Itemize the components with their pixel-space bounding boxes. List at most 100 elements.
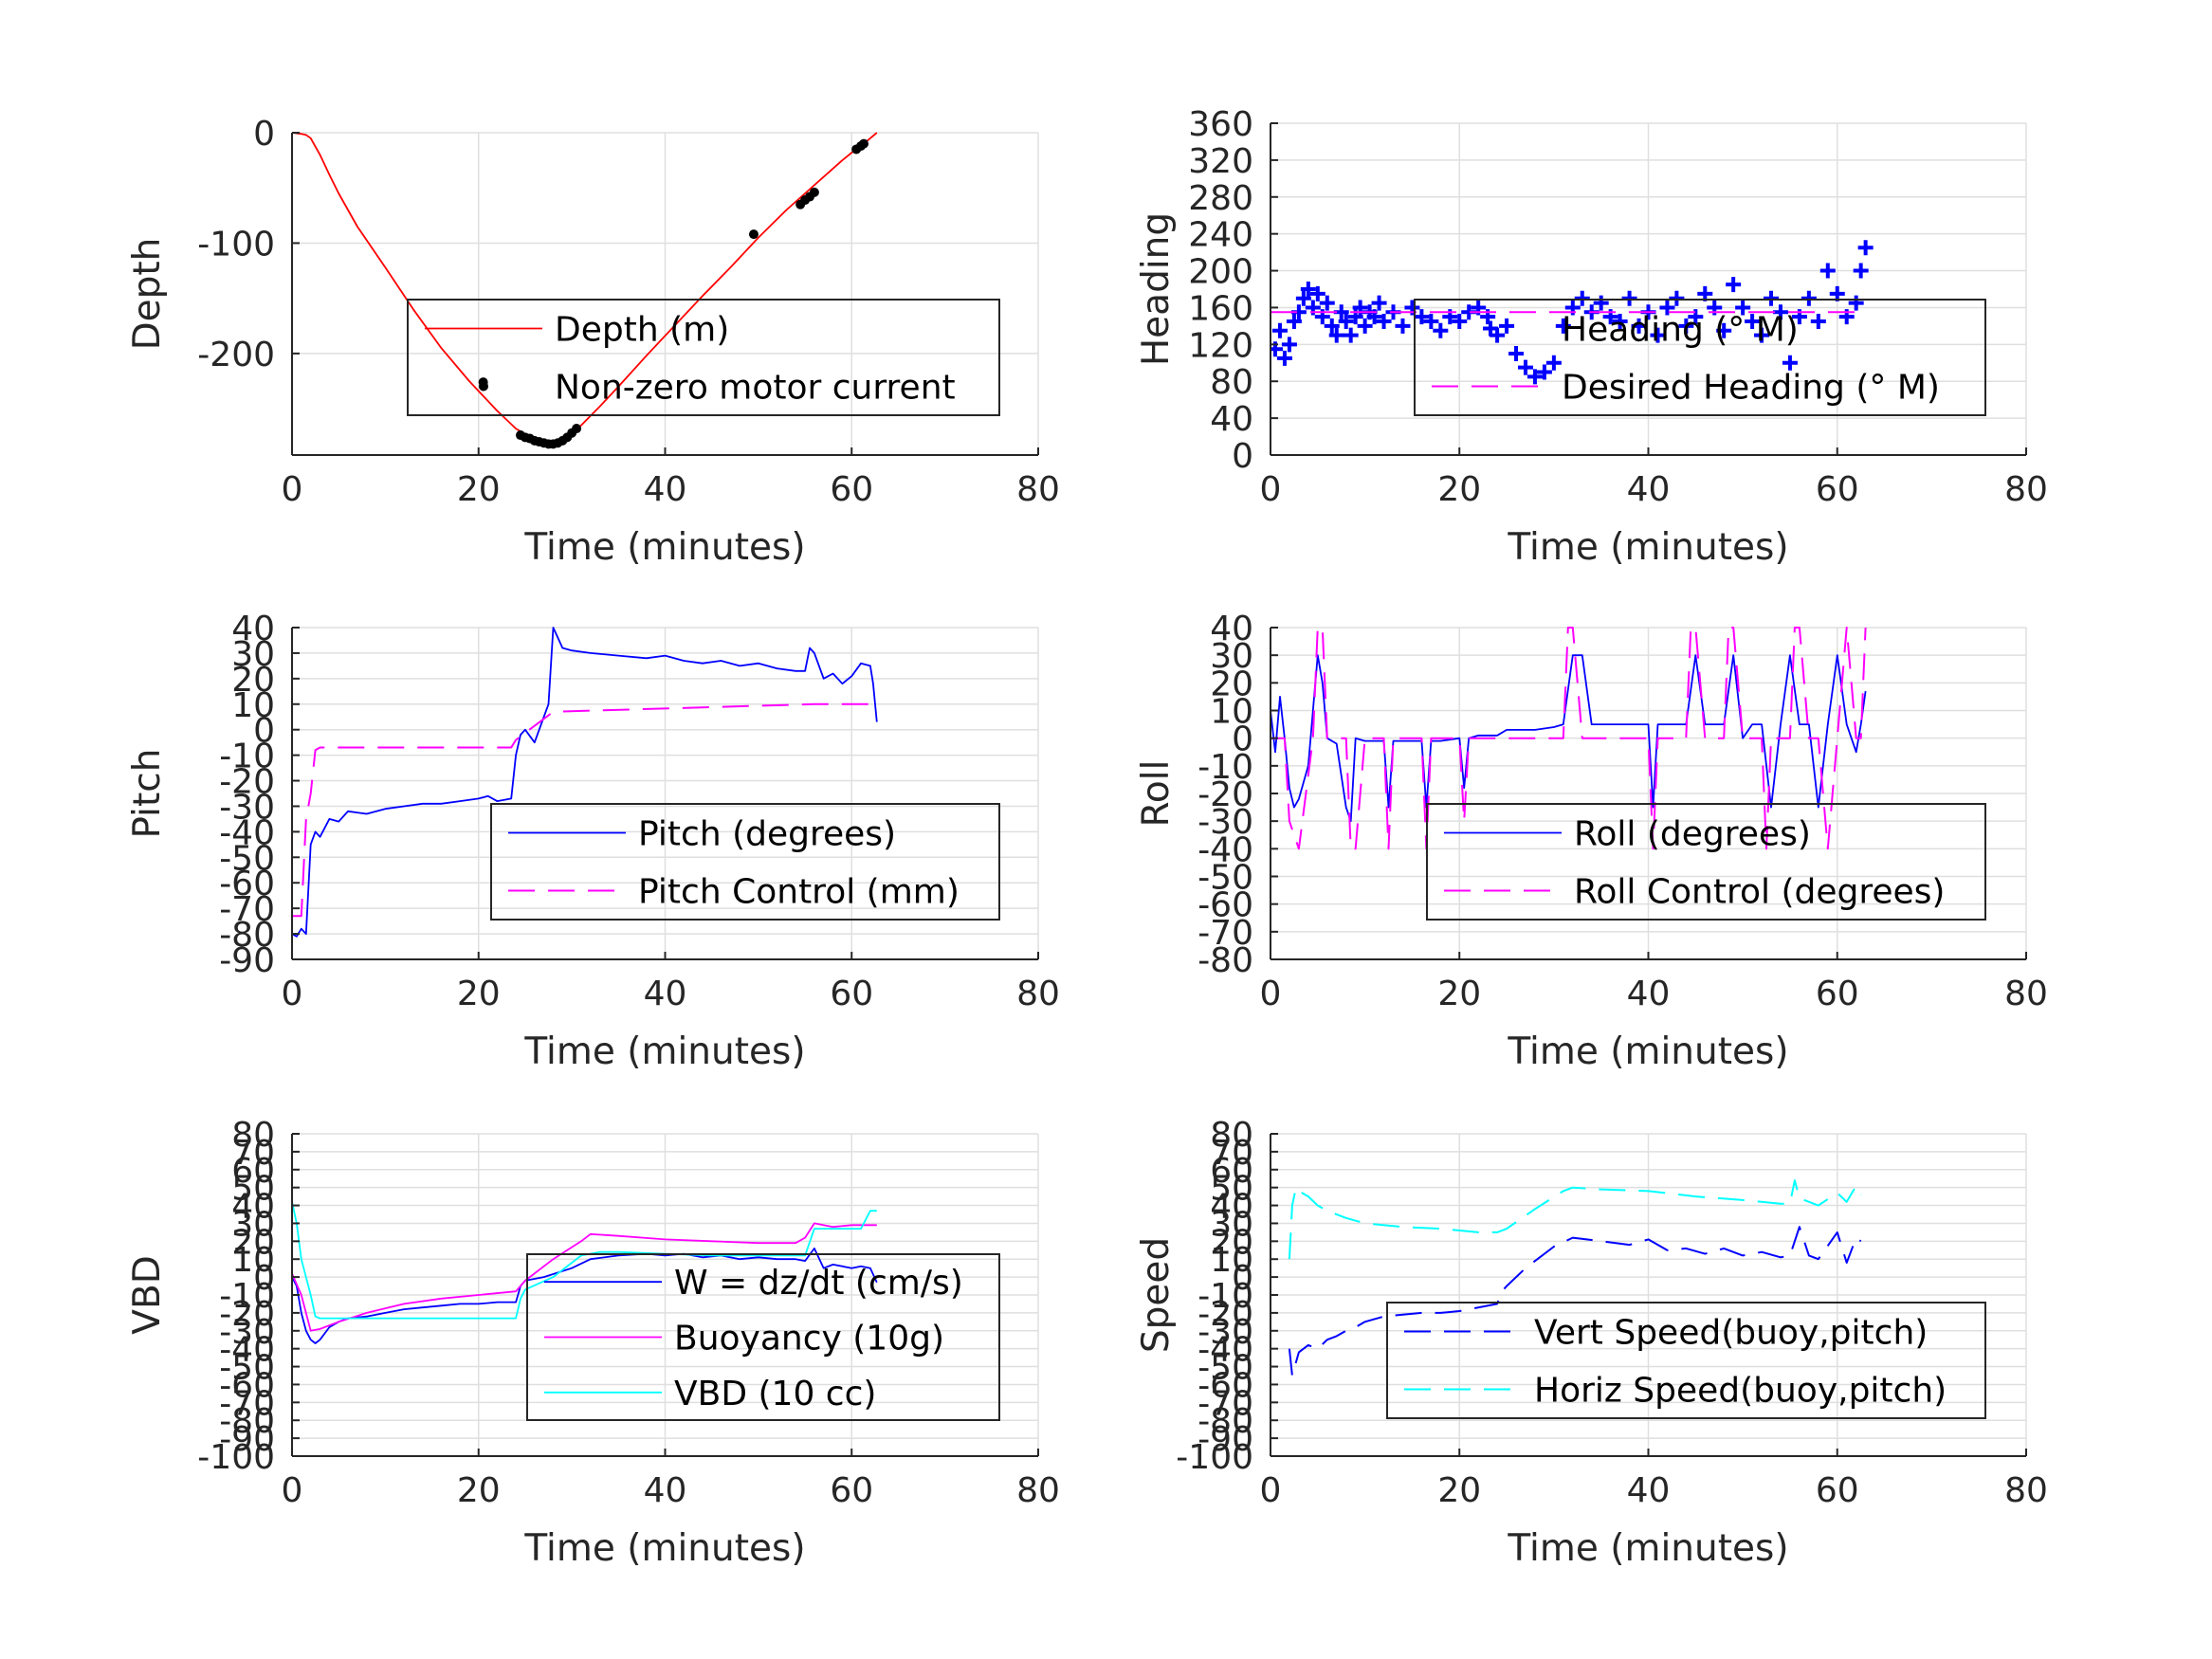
- y-tick-label: 20: [1210, 665, 1253, 703]
- y-tick-label: 30: [231, 1205, 275, 1244]
- series-2-line: [292, 702, 877, 918]
- legend: Vert Speed(buoy,pitch) Horiz Speed(buoy,p…: [1386, 1302, 1986, 1419]
- series-group: [1288, 1179, 1862, 1376]
- legend-box: [490, 803, 1000, 921]
- y-tick-label: -30: [219, 788, 275, 827]
- series-group: [292, 132, 878, 449]
- legend-box: [1414, 299, 1986, 416]
- series-1-line: [292, 1248, 878, 1344]
- legend-box: [1426, 803, 1986, 921]
- series-1-marker: [1343, 327, 1359, 343]
- series-2-point: [748, 229, 759, 240]
- legend-entry-label: Roll (degrees): [1574, 815, 1811, 854]
- x-tick-label: 80: [2004, 975, 2048, 1013]
- series-2-point: [859, 138, 869, 149]
- series-1-marker: [1726, 277, 1742, 293]
- legend: Pitch (degrees) Pitch Control (mm): [490, 803, 1000, 921]
- y-tick-label: -100: [1176, 1438, 1253, 1477]
- legend-entry-label: Horiz Speed(buoy,pitch): [1534, 1372, 1947, 1411]
- series-2-line: [1288, 1179, 1862, 1260]
- y-tick-label: 320: [1188, 142, 1253, 181]
- x-tick-label: 0: [1260, 975, 1282, 1013]
- series-1-marker: [1271, 322, 1288, 338]
- y-tick-label: -30: [219, 1313, 275, 1352]
- legend-entry-label: VBD (10 cc): [674, 1375, 876, 1413]
- y-tick-label: -50: [1197, 1349, 1253, 1388]
- series-1-marker: [1593, 295, 1609, 311]
- y-axis-label: Speed: [1135, 1237, 1178, 1353]
- series-1-marker: [1801, 290, 1817, 306]
- chart-panel-5: 0 20 40 60 8080706050403020100-10-20-30-40-5…: [126, 1116, 1060, 1570]
- y-tick-label: -80: [219, 916, 275, 955]
- series-1-marker: [1517, 359, 1533, 375]
- x-tick-label: 60: [830, 975, 873, 1013]
- y-tick-label: -20: [1197, 775, 1253, 814]
- y-axis-label: Pitch: [126, 749, 169, 839]
- series-group: [1271, 240, 1874, 385]
- series-1-marker: [1536, 364, 1552, 380]
- y-tick-label: -100: [197, 225, 275, 264]
- series-1-marker: [1688, 309, 1704, 325]
- y-tick-label: -40: [219, 1331, 275, 1370]
- series-1-marker: [1433, 322, 1449, 338]
- y-tick-label: -80: [1197, 1402, 1253, 1441]
- series-group: [1271, 627, 1867, 850]
- legend-entry-label: Buoyancy (10g): [674, 1320, 944, 1358]
- legend-entry-label: Roll Control (degrees): [1574, 873, 1945, 912]
- legend-entry-label: Pitch Control (mm): [638, 873, 960, 912]
- y-tick-label: -50: [1197, 859, 1253, 898]
- y-tick-label: 40: [231, 610, 275, 648]
- y-tick-label: -70: [219, 890, 275, 929]
- y-tick-label: -80: [1197, 941, 1253, 980]
- y-tick-label: -90: [219, 941, 275, 980]
- y-tick-label: -10: [219, 1277, 275, 1316]
- series-1-marker: [1754, 327, 1770, 343]
- x-tick-label: 60: [830, 1471, 873, 1510]
- y-tick-label: 70: [231, 1134, 275, 1173]
- y-axis-label: Depth: [126, 238, 169, 351]
- x-tick-label: 40: [1627, 470, 1671, 509]
- x-tick-label: 80: [1016, 1471, 1060, 1510]
- y-tick-label: 40: [1210, 610, 1253, 648]
- y-tick-label: 50: [1210, 1170, 1253, 1209]
- series-1-marker: [1782, 355, 1798, 371]
- y-tick-label: -90: [1197, 1420, 1253, 1459]
- y-tick-label: 20: [1210, 1223, 1253, 1262]
- x-tick-label: 20: [1437, 975, 1481, 1013]
- x-tick-label: 60: [1816, 1471, 1859, 1510]
- series-1-marker: [1669, 290, 1685, 306]
- series-group: [292, 627, 878, 938]
- y-tick-label: 20: [231, 661, 275, 700]
- series-1-marker: [1772, 304, 1788, 320]
- y-tick-label: 80: [1210, 363, 1253, 402]
- series-1-marker: [1650, 327, 1666, 343]
- y-tick-label: -10: [1197, 748, 1253, 787]
- x-tick-label: 0: [1260, 1471, 1282, 1510]
- y-tick-label: -70: [1197, 1384, 1253, 1423]
- x-tick-label: 20: [457, 975, 501, 1013]
- x-tick-label: 60: [830, 470, 873, 509]
- series-1-marker: [1309, 285, 1325, 301]
- y-tick-label: 10: [1210, 1241, 1253, 1280]
- x-tick-label: 60: [1816, 975, 1859, 1013]
- series-1-marker: [1295, 290, 1311, 306]
- y-tick-label: 50: [231, 1170, 275, 1209]
- series-1-marker: [1300, 282, 1316, 297]
- y-tick-label: -60: [1197, 1366, 1253, 1405]
- series-1-marker: [1371, 295, 1387, 311]
- series-1-marker: [1357, 318, 1373, 334]
- legend-entry-label: Pitch (degrees): [638, 815, 896, 854]
- x-tick-label: 0: [282, 470, 303, 509]
- y-tick-label: -90: [219, 1420, 275, 1459]
- y-tick-label: -50: [219, 839, 275, 878]
- series-1-marker: [1621, 290, 1637, 306]
- x-axis-label: Time (minutes): [1507, 1030, 1788, 1073]
- series-1-marker: [1281, 337, 1297, 353]
- y-tick-label: -40: [1197, 1331, 1253, 1370]
- series-1-marker: [1376, 314, 1392, 330]
- legend: Roll (degrees) Roll Control (degrees): [1426, 803, 1986, 921]
- y-tick-label: 30: [231, 635, 275, 674]
- x-axis-label: Time (minutes): [523, 526, 805, 569]
- series-1-marker: [1810, 314, 1826, 330]
- x-tick-label: 20: [457, 1471, 501, 1510]
